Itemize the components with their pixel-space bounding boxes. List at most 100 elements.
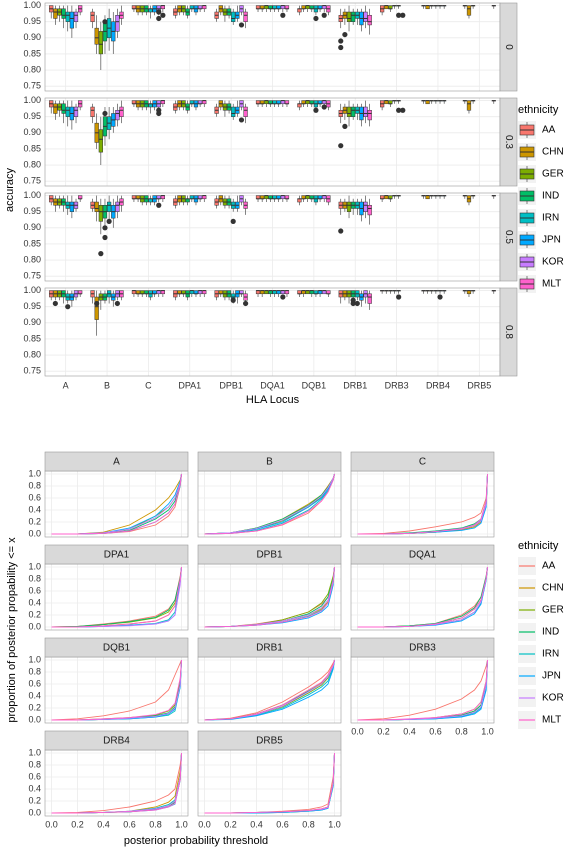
strip-label: 0.8 — [503, 325, 514, 339]
y-tick-label: 0.85 — [23, 333, 41, 343]
box — [367, 109, 372, 121]
outlier — [156, 110, 162, 117]
panel — [198, 750, 341, 816]
outlier — [243, 300, 249, 307]
outlier — [106, 218, 112, 224]
series-line — [51, 566, 182, 628]
x-tick-label: DRB4 — [426, 380, 450, 390]
outlier — [65, 304, 71, 310]
outlier — [156, 202, 162, 208]
box — [367, 293, 372, 304]
outlier — [160, 12, 166, 18]
y-axis-title: accuracy — [4, 167, 16, 212]
outlier — [114, 300, 120, 307]
box — [363, 106, 368, 117]
outlier — [94, 300, 100, 307]
box — [363, 11, 368, 22]
series-line — [357, 659, 488, 721]
x-tick-label: 0.0 — [351, 726, 364, 736]
box — [98, 31, 103, 55]
x-tick-label: DRB1 — [343, 380, 367, 390]
y-tick-label: 0.85 — [23, 48, 41, 58]
strip — [350, 451, 495, 472]
y-tick-label: 0.90 — [23, 317, 41, 327]
box — [90, 106, 95, 117]
box — [94, 296, 99, 320]
y-tick-label: 0.2 — [28, 609, 41, 619]
strip — [197, 451, 342, 472]
box — [346, 106, 352, 117]
y-tick-label: 0.4 — [28, 597, 41, 607]
y-tick-label: 0.95 — [23, 206, 41, 216]
legend-label: IND — [542, 627, 559, 638]
x-tick-label: 1.0 — [481, 726, 494, 736]
y-tick-label: 1.00 — [23, 190, 41, 200]
y-tick-label: 0.85 — [23, 143, 41, 153]
y-tick-label: 0.80 — [23, 159, 41, 169]
y-tick-label: 0.4 — [28, 783, 41, 793]
series-line — [51, 659, 182, 721]
legend-label: MLT — [542, 715, 561, 726]
strip-label: DRB1 — [256, 643, 283, 654]
legend-title: ethnicity — [518, 540, 559, 552]
y-tick-label: 0.0 — [28, 807, 41, 817]
strip-label: DPA1 — [104, 550, 130, 561]
x-tick-label: 0.2 — [377, 726, 390, 736]
legend-label: MLT — [542, 279, 561, 290]
panel — [198, 657, 341, 723]
legend-label: AA — [542, 125, 556, 136]
y-tick-label: 0.75 — [23, 271, 41, 281]
strip-label: 0 — [503, 44, 514, 50]
box — [231, 11, 236, 22]
y-tick-label: 1.00 — [23, 0, 41, 10]
series-line — [204, 659, 335, 721]
box — [363, 201, 368, 212]
outlier — [102, 19, 108, 25]
x-tick-label: A — [63, 380, 69, 390]
box — [69, 201, 74, 212]
y-tick-label: 0.90 — [23, 127, 41, 137]
x-tick-label: DPA1 — [178, 380, 201, 390]
box — [351, 11, 356, 22]
y-tick-label: 0.95 — [23, 301, 41, 311]
legend-title: ethnicity — [518, 104, 559, 116]
x-tick-label: 0.6 — [123, 819, 136, 829]
outlier — [396, 107, 402, 113]
outlier — [338, 228, 344, 234]
x-tick-label: 0.0 — [45, 819, 58, 829]
legend-label: IRN — [542, 649, 559, 660]
y-tick-label: 0.75 — [23, 176, 41, 186]
y-tick-label: 0.0 — [28, 714, 41, 724]
series-line — [204, 659, 335, 721]
y-tick-label: 1.0 — [28, 654, 41, 664]
box — [94, 27, 99, 45]
y-tick-label: 1.0 — [28, 561, 41, 571]
x-tick-label: 0.4 — [97, 819, 110, 829]
strip — [499, 97, 518, 187]
x-tick-label: 0.8 — [149, 819, 162, 829]
x-tick-label: 1.0 — [328, 819, 341, 829]
outlier — [313, 107, 319, 113]
y-tick-label: 0.6 — [28, 678, 41, 688]
legend-label: AA — [542, 561, 556, 572]
outlier — [156, 15, 162, 22]
strip-label: A — [113, 457, 120, 468]
y-tick-label: 1.0 — [28, 468, 41, 478]
y-tick-label: 0.0 — [28, 621, 41, 631]
y-tick-label: 0.4 — [28, 690, 41, 700]
x-tick-label: DPB1 — [219, 380, 243, 390]
series-line — [51, 659, 182, 721]
box — [90, 11, 95, 22]
strip — [44, 451, 189, 472]
outlier — [230, 297, 236, 303]
outlier — [338, 38, 344, 44]
y-tick-label: 0.80 — [23, 349, 41, 359]
strip-label: DQB1 — [103, 643, 131, 654]
y-tick-label: 0.75 — [23, 366, 41, 376]
outlier — [396, 12, 402, 18]
legend-label: JPN — [542, 671, 561, 682]
strip-label: DPB1 — [256, 550, 283, 561]
y-tick-label: 0.90 — [23, 222, 41, 232]
strip — [499, 192, 518, 282]
